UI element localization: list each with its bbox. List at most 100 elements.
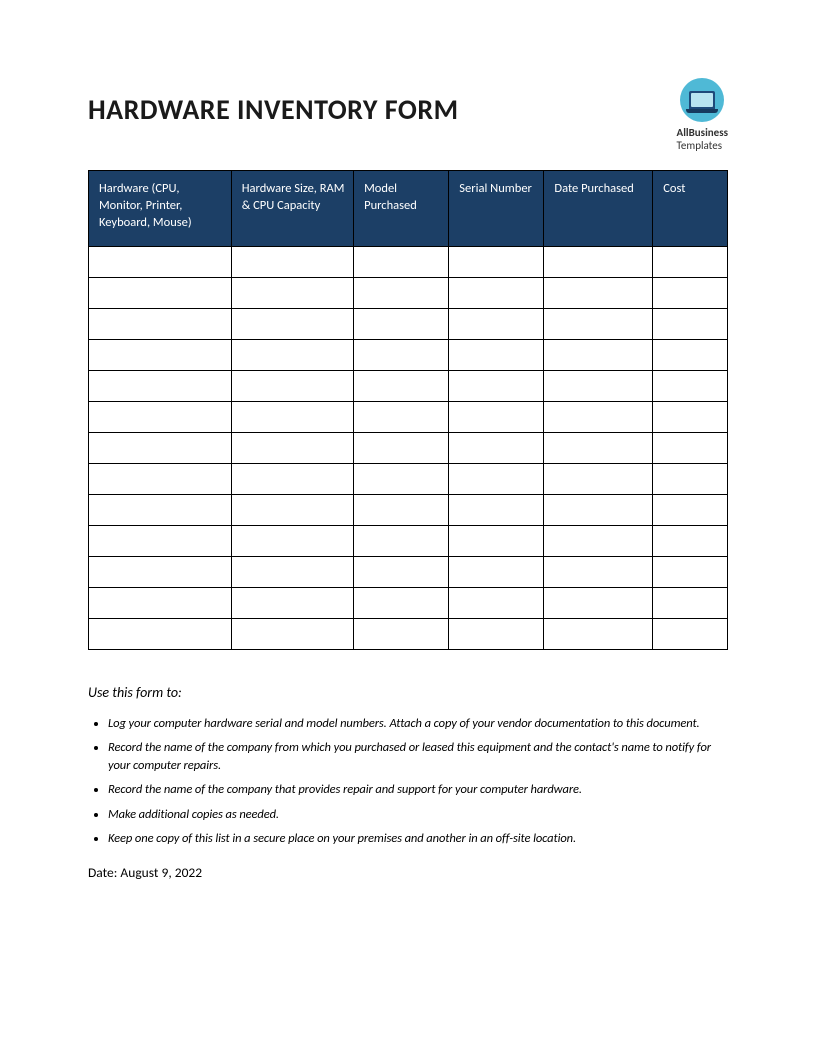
- table-cell[interactable]: [653, 526, 728, 557]
- table-cell[interactable]: [89, 402, 232, 433]
- table-cell[interactable]: [544, 309, 653, 340]
- table-cell[interactable]: [231, 588, 353, 619]
- table-cell[interactable]: [544, 588, 653, 619]
- table-row: [89, 309, 728, 340]
- table-cell[interactable]: [89, 588, 232, 619]
- table-cell[interactable]: [449, 495, 544, 526]
- table-cell[interactable]: [231, 278, 353, 309]
- table-cell[interactable]: [354, 619, 449, 650]
- table-cell[interactable]: [231, 309, 353, 340]
- table-cell[interactable]: [449, 402, 544, 433]
- table-cell[interactable]: [544, 247, 653, 278]
- table-cell[interactable]: [449, 526, 544, 557]
- table-cell[interactable]: [354, 526, 449, 557]
- table-cell[interactable]: [653, 402, 728, 433]
- document-page: HARDWARE INVENTORY FORM AllBusiness Temp…: [0, 0, 816, 941]
- table-cell[interactable]: [544, 464, 653, 495]
- table-cell[interactable]: [231, 464, 353, 495]
- table-cell[interactable]: [231, 495, 353, 526]
- table-cell[interactable]: [449, 309, 544, 340]
- table-cell[interactable]: [653, 340, 728, 371]
- brand-text: AllBusiness Templates: [677, 126, 728, 152]
- table-cell[interactable]: [231, 247, 353, 278]
- table-cell[interactable]: [544, 495, 653, 526]
- list-item: Log your computer hardware serial and mo…: [108, 715, 728, 733]
- table-cell[interactable]: [449, 464, 544, 495]
- table-cell[interactable]: [89, 495, 232, 526]
- table-row: [89, 557, 728, 588]
- table-cell[interactable]: [544, 557, 653, 588]
- table-cell[interactable]: [653, 371, 728, 402]
- table-cell[interactable]: [89, 619, 232, 650]
- table-cell[interactable]: [653, 464, 728, 495]
- table-cell[interactable]: [89, 371, 232, 402]
- header-row: HARDWARE INVENTORY FORM AllBusiness Temp…: [88, 78, 728, 152]
- table-cell[interactable]: [544, 433, 653, 464]
- table-cell[interactable]: [89, 340, 232, 371]
- table-cell[interactable]: [449, 371, 544, 402]
- table-cell[interactable]: [449, 619, 544, 650]
- table-cell[interactable]: [653, 557, 728, 588]
- table-cell[interactable]: [354, 557, 449, 588]
- col-header-cost: Cost: [653, 171, 728, 247]
- inventory-table: Hardware (CPU, Monitor, Printer, Keyboar…: [88, 170, 728, 650]
- table-cell[interactable]: [354, 433, 449, 464]
- table-cell[interactable]: [449, 433, 544, 464]
- table-cell[interactable]: [89, 557, 232, 588]
- table-cell[interactable]: [354, 309, 449, 340]
- table-cell[interactable]: [354, 340, 449, 371]
- table-cell[interactable]: [449, 588, 544, 619]
- table-cell[interactable]: [653, 433, 728, 464]
- table-cell[interactable]: [544, 526, 653, 557]
- table-cell[interactable]: [354, 588, 449, 619]
- table-cell[interactable]: [89, 309, 232, 340]
- table-row: [89, 619, 728, 650]
- table-cell[interactable]: [89, 526, 232, 557]
- date-label: Date:: [88, 864, 117, 881]
- table-cell[interactable]: [231, 371, 353, 402]
- table-cell[interactable]: [89, 247, 232, 278]
- table-row: [89, 526, 728, 557]
- table-cell[interactable]: [89, 278, 232, 309]
- table-cell[interactable]: [653, 619, 728, 650]
- table-cell[interactable]: [449, 278, 544, 309]
- list-item: Keep one copy of this list in a secure p…: [108, 830, 728, 848]
- table-cell[interactable]: [544, 278, 653, 309]
- table-cell[interactable]: [449, 557, 544, 588]
- table-cell[interactable]: [231, 433, 353, 464]
- table-cell[interactable]: [354, 247, 449, 278]
- table-cell[interactable]: [354, 371, 449, 402]
- table-cell[interactable]: [231, 557, 353, 588]
- list-item: Record the name of the company that prov…: [108, 781, 728, 799]
- table-cell[interactable]: [544, 340, 653, 371]
- table-cell[interactable]: [544, 402, 653, 433]
- table-cell[interactable]: [653, 588, 728, 619]
- table-row: [89, 278, 728, 309]
- table-cell[interactable]: [231, 340, 353, 371]
- col-header-date: Date Purchased: [544, 171, 653, 247]
- list-item: Record the name of the company from whic…: [108, 739, 728, 775]
- table-cell[interactable]: [653, 278, 728, 309]
- table-cell[interactable]: [653, 309, 728, 340]
- table-cell[interactable]: [354, 495, 449, 526]
- table-cell[interactable]: [354, 278, 449, 309]
- table-cell[interactable]: [544, 619, 653, 650]
- table-cell[interactable]: [231, 619, 353, 650]
- table-cell[interactable]: [231, 402, 353, 433]
- table-cell[interactable]: [449, 340, 544, 371]
- table-cell[interactable]: [544, 371, 653, 402]
- table-cell[interactable]: [449, 247, 544, 278]
- laptop-icon: [680, 78, 724, 122]
- col-header-size: Hardware Size, RAM & CPU Capacity: [231, 171, 353, 247]
- table-row: [89, 247, 728, 278]
- table-cell[interactable]: [89, 464, 232, 495]
- table-cell[interactable]: [354, 402, 449, 433]
- instructions-section: Use this form to: Log your computer hard…: [88, 684, 728, 848]
- table-cell[interactable]: [653, 247, 728, 278]
- table-cell[interactable]: [354, 464, 449, 495]
- table-cell[interactable]: [89, 433, 232, 464]
- list-item: Make additional copies as needed.: [108, 806, 728, 824]
- table-cell[interactable]: [653, 495, 728, 526]
- table-row: [89, 402, 728, 433]
- table-cell[interactable]: [231, 526, 353, 557]
